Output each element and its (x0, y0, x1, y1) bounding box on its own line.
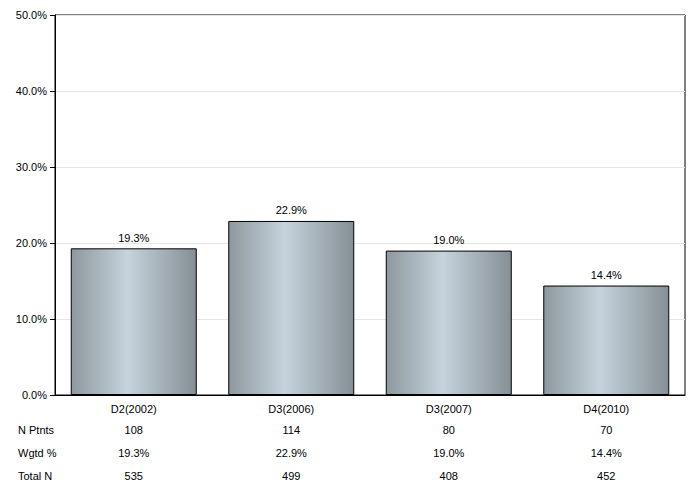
svg-text:0.0%: 0.0% (22, 389, 47, 401)
svg-text:40.0%: 40.0% (16, 85, 47, 97)
svg-text:N Ptnts: N Ptnts (18, 424, 55, 436)
svg-text:114: 114 (282, 424, 300, 436)
svg-text:Wgtd %: Wgtd % (18, 447, 57, 459)
svg-text:D4(2010): D4(2010) (583, 403, 629, 415)
svg-text:D3(2007): D3(2007) (426, 403, 472, 415)
svg-text:499: 499 (282, 470, 300, 482)
svg-text:452: 452 (597, 470, 615, 482)
svg-text:D3(2006): D3(2006) (268, 403, 314, 415)
svg-text:Total N: Total N (18, 470, 52, 482)
svg-text:408: 408 (440, 470, 458, 482)
svg-text:D2(2002): D2(2002) (111, 403, 157, 415)
svg-text:19.0%: 19.0% (433, 234, 464, 246)
svg-text:14.4%: 14.4% (591, 269, 622, 281)
svg-text:20.0%: 20.0% (16, 237, 47, 249)
svg-text:19.0%: 19.0% (433, 447, 464, 459)
svg-text:19.3%: 19.3% (118, 447, 149, 459)
svg-text:22.9%: 22.9% (276, 204, 307, 216)
svg-text:14.4%: 14.4% (591, 447, 622, 459)
svg-text:10.0%: 10.0% (16, 313, 47, 325)
svg-text:80: 80 (443, 424, 455, 436)
svg-text:30.0%: 30.0% (16, 161, 47, 173)
svg-text:535: 535 (125, 470, 143, 482)
svg-text:50.0%: 50.0% (16, 9, 47, 21)
svg-text:70: 70 (600, 424, 612, 436)
svg-text:108: 108 (125, 424, 143, 436)
svg-text:22.9%: 22.9% (276, 447, 307, 459)
svg-text:19.3%: 19.3% (118, 232, 149, 244)
